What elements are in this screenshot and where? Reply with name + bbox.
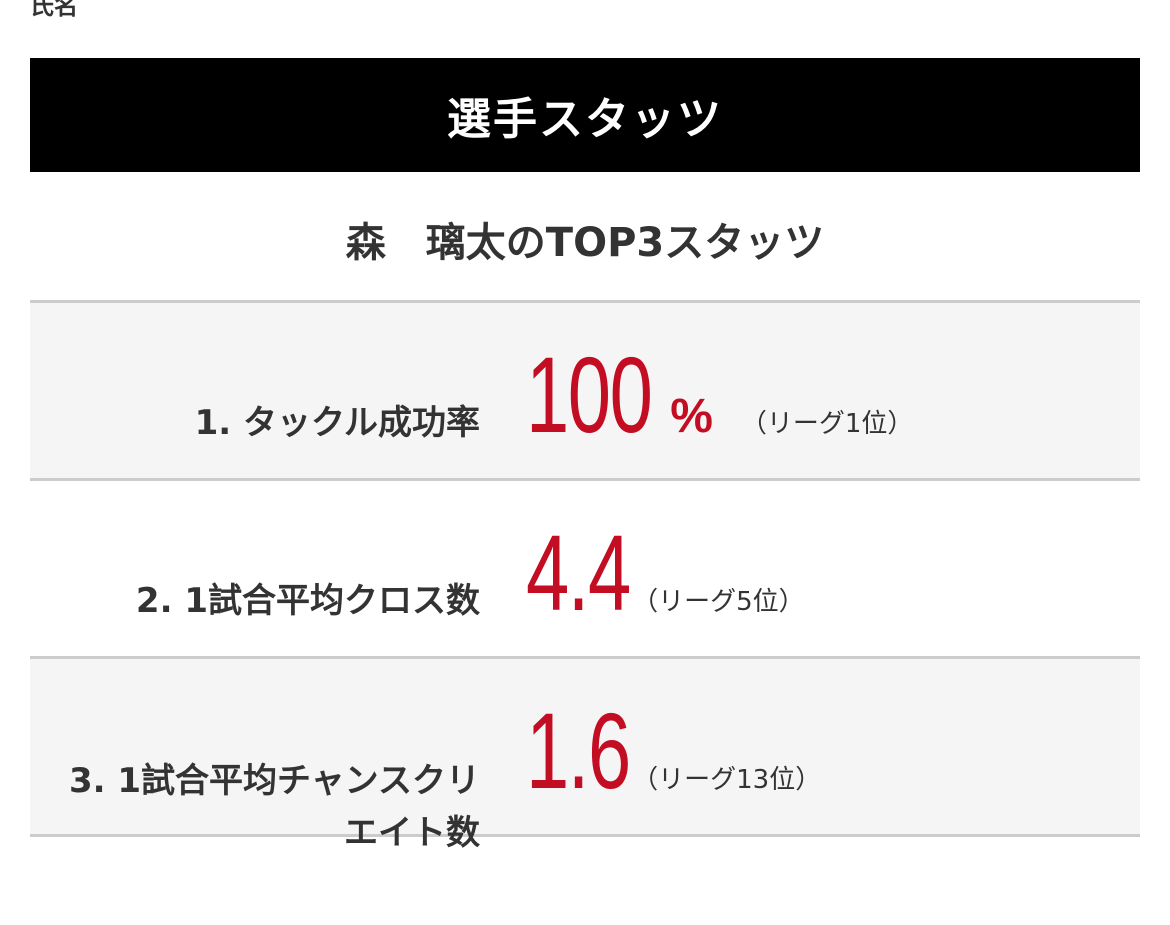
stat-value: 100	[526, 334, 653, 455]
stat-label: 3. 1試合平均チャンスクリエイト数	[68, 761, 480, 853]
stat-value: 4.4	[526, 512, 631, 633]
stat-value-group: 1.6 （リーグ13位）	[526, 697, 821, 805]
stat-label: 1. タックル成功率	[194, 403, 480, 443]
stat-rank: （リーグ13位）	[632, 765, 822, 795]
stat-label: 2. 1試合平均クロス数	[135, 581, 480, 621]
stat-unit: %	[670, 390, 713, 443]
section-header: 選手スタッツ	[30, 58, 1140, 172]
stat-rank: （リーグ1位）	[740, 409, 914, 439]
stat-value-group: 4.4 （リーグ5位）	[526, 519, 805, 627]
stat-row-3: 3. 1試合平均チャンスクリエイト数 1.6 （リーグ13位）	[30, 656, 1140, 853]
top-cut-text: 氏名	[30, 0, 78, 20]
section-title: 選手スタッツ	[447, 94, 723, 145]
stat-row-1: 1. タックル成功率 100 % （リーグ1位）	[30, 300, 1140, 478]
player-top3-title: 森 璃太のTOP3スタッツ	[345, 220, 825, 266]
stat-value-group: 100 % （リーグ1位）	[526, 341, 913, 449]
stat-row-2: 2. 1試合平均クロス数 4.4 （リーグ5位）	[30, 478, 1140, 656]
stat-rank: （リーグ5位）	[632, 587, 805, 617]
stat-value: 1.6	[526, 690, 631, 811]
stats-list: 1. タックル成功率 100 % （リーグ1位） 2. 1試合平均クロス数 4.…	[30, 300, 1140, 853]
